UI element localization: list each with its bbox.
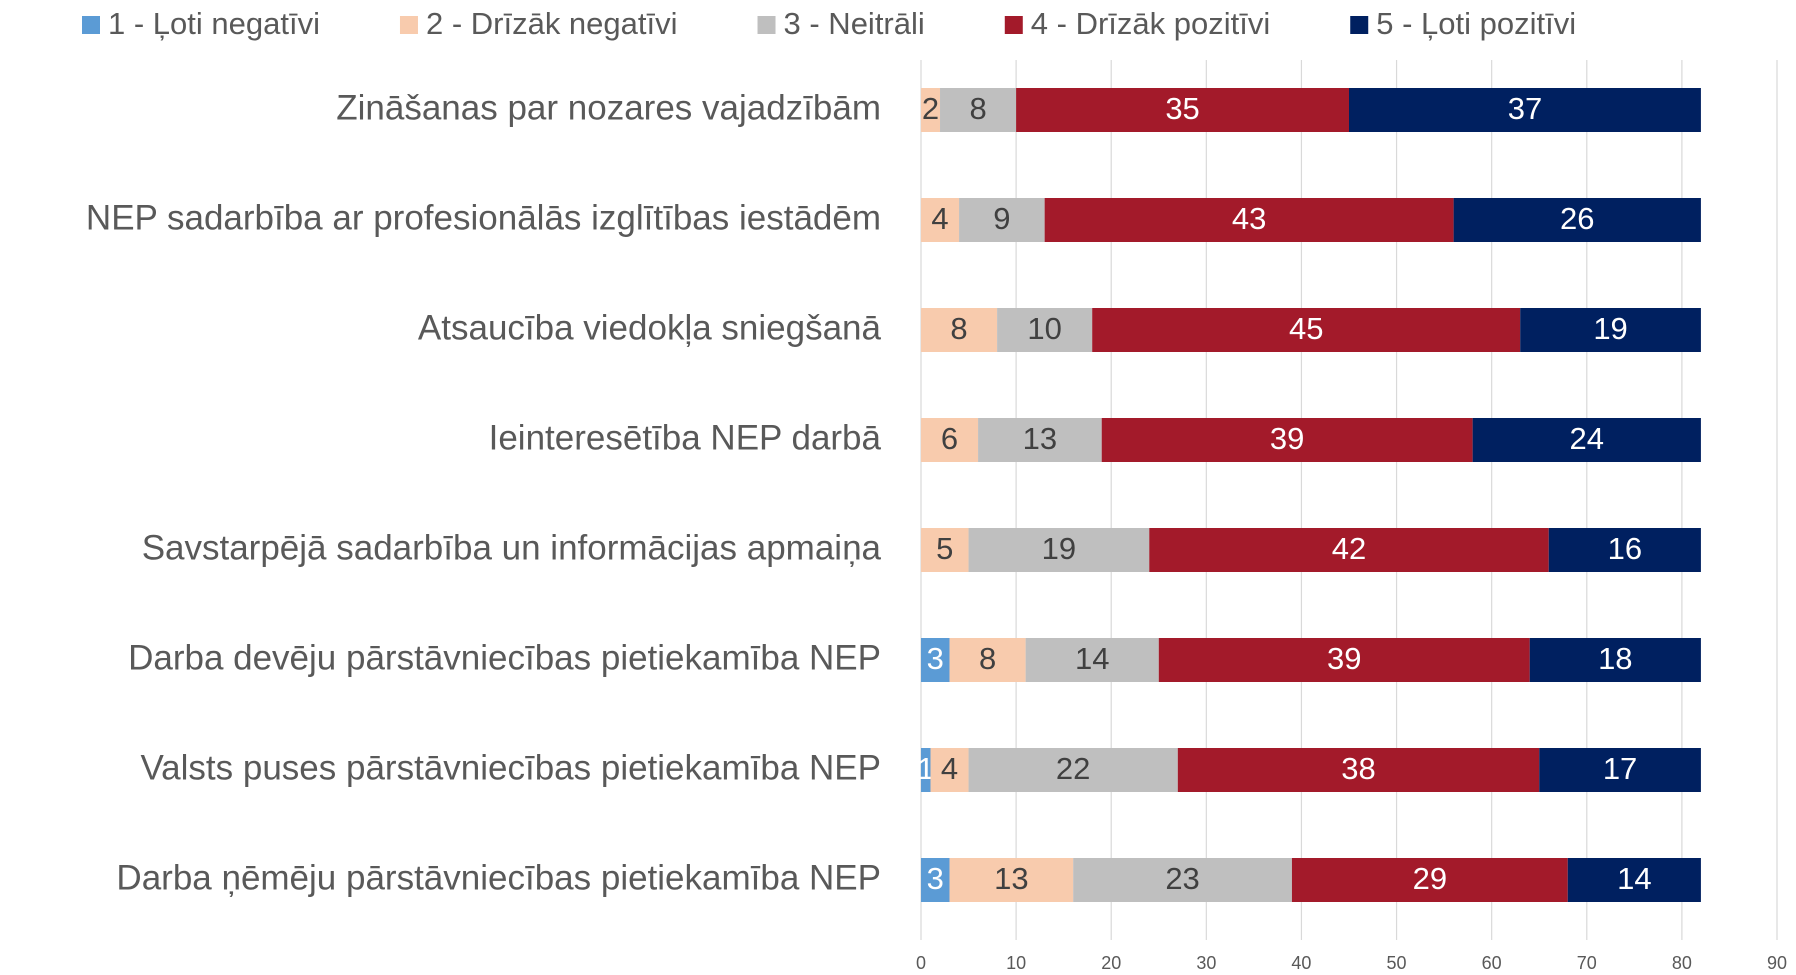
legend-label: 4 - Drīzāk pozitīvi bbox=[1031, 6, 1270, 41]
data-label: 24 bbox=[1570, 421, 1604, 456]
bar-segment bbox=[1529, 638, 1701, 682]
x-tick-label: 50 bbox=[1387, 953, 1407, 973]
data-label: 19 bbox=[1593, 311, 1627, 346]
data-label: 6 bbox=[941, 421, 958, 456]
data-label: 10 bbox=[1027, 311, 1061, 346]
x-tick-label: 10 bbox=[1006, 953, 1026, 973]
data-label: 5 bbox=[936, 531, 953, 566]
data-label: 3 bbox=[927, 641, 944, 676]
data-label: 14 bbox=[1075, 641, 1109, 676]
bar-segment bbox=[978, 418, 1102, 462]
x-tick-label: 20 bbox=[1101, 953, 1121, 973]
category-label: Zināšanas par nozares vajadzībām bbox=[336, 88, 881, 127]
bar-segment bbox=[1349, 88, 1701, 132]
bar-segment bbox=[1016, 88, 1349, 132]
category-label: Darba ņēmēju pārstāvniecības pietiekamīb… bbox=[116, 858, 881, 897]
data-label: 4 bbox=[931, 201, 948, 236]
legend-label: 5 - Ļoti pozitīvi bbox=[1376, 6, 1576, 41]
data-label: 14 bbox=[1617, 861, 1651, 896]
bar-segment bbox=[968, 528, 1150, 572]
bar-segment bbox=[921, 198, 960, 242]
data-label: 38 bbox=[1341, 751, 1375, 786]
bar-segment bbox=[921, 418, 979, 462]
data-label: 8 bbox=[950, 311, 967, 346]
data-label: 19 bbox=[1042, 531, 1076, 566]
data-label: 29 bbox=[1413, 861, 1447, 896]
x-tick-label: 60 bbox=[1482, 953, 1502, 973]
bar-segment bbox=[1520, 308, 1701, 352]
bar-segment bbox=[921, 638, 950, 682]
bar-segment bbox=[921, 88, 941, 132]
x-tick-label: 40 bbox=[1291, 953, 1311, 973]
category-label: Savstarpējā sadarbība un informācijas ap… bbox=[142, 528, 882, 567]
bar-segment bbox=[1149, 528, 1549, 572]
data-label: 9 bbox=[993, 201, 1010, 236]
data-label: 26 bbox=[1560, 201, 1594, 236]
bar-segment bbox=[1567, 858, 1701, 902]
legend-swatch bbox=[399, 16, 418, 34]
legend-label: 1 - Ļoti negatīvi bbox=[108, 6, 320, 41]
bar-segment bbox=[968, 748, 1178, 792]
bar-segment bbox=[921, 858, 950, 902]
bar-segment bbox=[949, 858, 1074, 902]
bar-segment bbox=[921, 748, 931, 792]
bar-segment bbox=[1291, 858, 1568, 902]
data-label: 13 bbox=[1023, 421, 1057, 456]
data-label: 16 bbox=[1608, 531, 1642, 566]
data-label: 35 bbox=[1165, 91, 1199, 126]
bar-segment bbox=[940, 88, 1017, 132]
data-label: 37 bbox=[1508, 91, 1542, 126]
x-tick-label: 80 bbox=[1672, 953, 1692, 973]
category-label: Atsaucība viedokļa sniegšanā bbox=[418, 308, 882, 347]
data-label: 4 bbox=[941, 751, 958, 786]
bar-segment bbox=[1158, 638, 1530, 682]
bar-segment bbox=[997, 308, 1093, 352]
data-label: 1 bbox=[917, 751, 934, 786]
data-label: 8 bbox=[969, 91, 986, 126]
data-label: 39 bbox=[1327, 641, 1361, 676]
data-label: 13 bbox=[994, 861, 1028, 896]
x-tick-label: 0 bbox=[916, 953, 926, 973]
data-label: 22 bbox=[1056, 751, 1090, 786]
bar-segment bbox=[1044, 198, 1454, 242]
x-tick-label: 90 bbox=[1767, 953, 1787, 973]
x-tick-label: 30 bbox=[1196, 953, 1216, 973]
bar-segment bbox=[959, 198, 1045, 242]
bar-segment bbox=[1548, 528, 1701, 572]
bar-segment bbox=[1539, 748, 1701, 792]
bar-segment bbox=[1073, 858, 1292, 902]
bar-segment bbox=[1453, 198, 1701, 242]
data-label: 23 bbox=[1165, 861, 1199, 896]
category-label: Ieinteresētība NEP darbā bbox=[489, 418, 882, 457]
x-tick-label: 70 bbox=[1577, 953, 1597, 973]
data-label: 8 bbox=[979, 641, 996, 676]
data-label: 17 bbox=[1603, 751, 1637, 786]
legend-label: 2 - Drīzāk negatīvi bbox=[426, 6, 678, 41]
bar-segment bbox=[949, 638, 1026, 682]
category-label: Darba devēju pārstāvniecības pietiekamīb… bbox=[128, 638, 881, 677]
legend-swatch bbox=[1004, 16, 1023, 34]
legend-swatch bbox=[1350, 16, 1369, 34]
bar-segment bbox=[1472, 418, 1701, 462]
bar-segment bbox=[1101, 418, 1473, 462]
bar-segment bbox=[1177, 748, 1540, 792]
data-label: 18 bbox=[1598, 641, 1632, 676]
category-label: Valsts puses pārstāvniecības pietiekamīb… bbox=[140, 748, 881, 787]
legend-swatch bbox=[757, 16, 776, 34]
data-label: 43 bbox=[1232, 201, 1266, 236]
data-label: 39 bbox=[1270, 421, 1304, 456]
bar-segment bbox=[921, 308, 998, 352]
data-label: 45 bbox=[1289, 311, 1323, 346]
legend-swatch bbox=[82, 16, 100, 34]
bar-segment bbox=[930, 748, 969, 792]
data-label: 2 bbox=[922, 91, 939, 126]
bar-segment bbox=[1092, 308, 1521, 352]
bar-segment bbox=[921, 528, 969, 572]
data-label: 3 bbox=[927, 861, 944, 896]
category-label: NEP sadarbība ar profesionālās izglītība… bbox=[86, 198, 881, 237]
bar-segment bbox=[1025, 638, 1159, 682]
data-label: 42 bbox=[1332, 531, 1366, 566]
legend-label: 3 - Neitrāli bbox=[784, 6, 925, 41]
